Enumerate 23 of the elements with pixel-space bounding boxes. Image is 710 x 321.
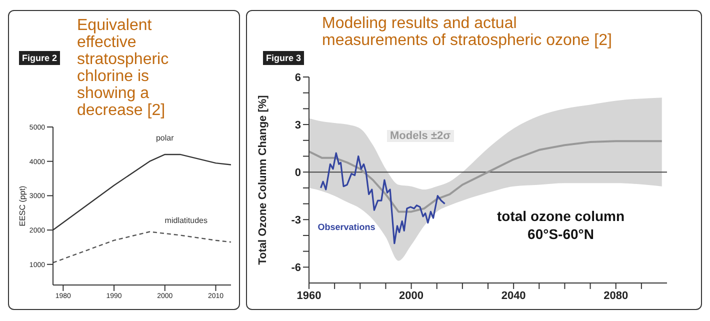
y-tick-label: 6: [294, 72, 301, 84]
caption: Figure 2: [19, 51, 60, 65]
y-tick-label: -3: [291, 214, 301, 227]
x-tick-label: 2000: [399, 290, 424, 302]
chart-title: Modeling results and actual measurements of stratospheric ozone [2]: [322, 15, 613, 49]
y-axis-title: EESC (ppt): [18, 185, 27, 226]
series-label: polar: [156, 133, 174, 142]
series-label: Observations: [318, 222, 376, 232]
text: Models ±2σ: [387, 130, 454, 142]
x-tick-label: 2040: [501, 290, 526, 302]
chart-title: Equivalent effective stratospheric chlorine is showing a decrease [2]: [77, 17, 170, 119]
x-tick-label: 2080: [604, 290, 628, 302]
line-series: [53, 231, 231, 264]
annotation: total ozone column: [497, 207, 625, 225]
annotation: 60°S-60°N: [526, 225, 595, 243]
y-tick-label: -6: [291, 262, 301, 274]
caption: Figure 3: [263, 51, 304, 65]
y-axis-title: Total Ozone Column Change [%]: [256, 94, 269, 265]
series-label: midlatitudes: [164, 216, 208, 226]
y-tick-label: 0: [294, 166, 301, 179]
y-tick-label: 3: [294, 119, 301, 132]
x-tick-label: 1960: [296, 290, 322, 302]
line-series: [320, 152, 446, 244]
